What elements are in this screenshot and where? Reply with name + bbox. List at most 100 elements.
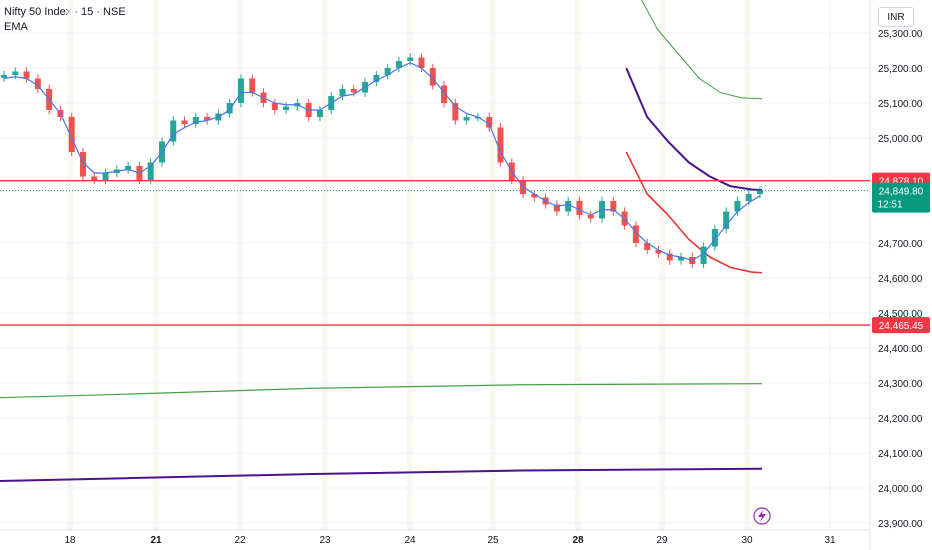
price-level-label: 24,878.10 xyxy=(879,177,924,188)
y-tick-label: 24,500.00 xyxy=(878,309,923,320)
session-stripe xyxy=(659,0,665,530)
candle-body xyxy=(655,250,662,254)
candle-body xyxy=(407,57,414,61)
y-tick-label: 25,000.00 xyxy=(878,134,923,145)
ema-green xyxy=(641,0,763,100)
candle-body xyxy=(316,110,323,117)
candle-body xyxy=(395,61,402,68)
candle-body xyxy=(610,201,617,212)
last-price-label: 24,849.80 xyxy=(879,187,924,198)
candle-body xyxy=(350,89,357,93)
candle-body xyxy=(102,173,109,180)
lightning-icon[interactable] xyxy=(753,507,771,525)
candle-body xyxy=(452,103,459,121)
y-tick-label: 25,300.00 xyxy=(878,29,923,40)
candle-body xyxy=(226,103,233,114)
price-level-label: 24,465.45 xyxy=(879,321,924,332)
candle-body xyxy=(418,57,425,68)
candle-body xyxy=(463,117,470,121)
candle-body xyxy=(339,89,346,96)
currency-button[interactable]: INR xyxy=(878,7,914,27)
candle-body xyxy=(666,253,673,261)
y-tick-label: 24,100.00 xyxy=(878,449,923,460)
x-tick-label: 18 xyxy=(64,535,76,546)
candle-body xyxy=(429,68,436,86)
price-level-badge xyxy=(872,317,930,334)
candle-body xyxy=(12,71,19,75)
candle-body xyxy=(576,201,583,215)
candle-body xyxy=(23,71,30,79)
candle-body xyxy=(587,215,594,219)
chart-title: Nifty 50 Index · 15 · NSE xyxy=(4,6,126,18)
x-tick-label: 25 xyxy=(487,535,499,546)
ema-long-green xyxy=(0,383,763,399)
candle-body xyxy=(441,85,448,103)
session-stripe xyxy=(744,0,750,530)
x-tick-label: 30 xyxy=(741,535,753,546)
x-tick-label: 31 xyxy=(824,535,836,546)
candle-body xyxy=(192,117,199,124)
candle-body xyxy=(723,211,730,229)
candle-body xyxy=(91,176,98,180)
session-stripe xyxy=(237,0,243,530)
y-tick-label: 25,100.00 xyxy=(878,99,923,110)
y-tick-label: 25,200.00 xyxy=(878,64,923,75)
session-stripe xyxy=(575,0,581,530)
candle-body xyxy=(373,75,380,82)
candle-body xyxy=(249,78,256,93)
x-tick-label: 24 xyxy=(404,535,416,546)
candle-body xyxy=(283,106,290,110)
y-tick-label: 23,900.00 xyxy=(878,519,923,530)
candle-body xyxy=(565,201,572,212)
candle-body xyxy=(1,75,7,78)
candle-body xyxy=(745,194,752,201)
candle-body xyxy=(147,162,154,180)
session-stripe xyxy=(407,0,413,530)
session-stripe xyxy=(153,0,159,530)
candle-body xyxy=(497,127,504,163)
x-tick-label: 28 xyxy=(572,535,584,546)
session-stripe xyxy=(322,0,328,530)
y-tick-label: 24,700.00 xyxy=(878,239,923,250)
y-tick-label: 24,200.00 xyxy=(878,414,923,425)
session-stripe xyxy=(67,0,73,530)
candle-body xyxy=(632,225,639,243)
indicator-label[interactable]: EMA xyxy=(4,21,28,33)
candle-body xyxy=(204,117,211,121)
ema-red xyxy=(625,151,763,274)
candle-body xyxy=(678,257,685,261)
last-price-badge xyxy=(872,182,930,213)
countdown-timer: 12:51 xyxy=(877,200,902,211)
candle-body xyxy=(644,243,651,250)
x-tick-label: 29 xyxy=(656,535,668,546)
candle-body xyxy=(237,78,244,103)
candle-body xyxy=(711,229,718,247)
candle-body xyxy=(271,103,278,110)
x-tick-label: 22 xyxy=(234,535,246,546)
ema-long-dark xyxy=(0,467,763,482)
candle-body xyxy=(474,117,481,119)
y-tick-label: 24,400.00 xyxy=(878,344,923,355)
candle-body xyxy=(553,204,560,212)
y-tick-label: 24,600.00 xyxy=(878,274,923,285)
candle-body xyxy=(486,117,493,128)
y-tick-label: 24,000.00 xyxy=(878,484,923,495)
candle-body xyxy=(757,190,763,194)
candle-body xyxy=(734,201,741,212)
candle-body xyxy=(181,120,188,124)
candle-body xyxy=(125,166,132,170)
session-stripe xyxy=(490,0,496,530)
candle-body xyxy=(34,78,41,89)
candle-body xyxy=(79,152,86,177)
ema-fast xyxy=(3,62,761,262)
candle-body xyxy=(384,68,391,75)
candle-body xyxy=(531,194,538,198)
lightning-bolt-icon xyxy=(758,510,766,522)
y-tick-label: 24,300.00 xyxy=(878,379,923,390)
candle-body xyxy=(68,117,75,152)
x-tick-label: 21 xyxy=(150,535,162,546)
x-tick-label: 23 xyxy=(319,535,331,546)
candle-body xyxy=(700,246,707,264)
ema-dark xyxy=(625,67,763,192)
